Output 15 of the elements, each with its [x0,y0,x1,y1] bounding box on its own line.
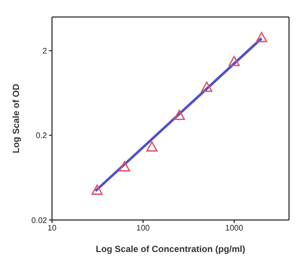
y-tick-label: 2 [42,46,48,56]
point [256,32,268,42]
point [118,161,130,172]
point [174,110,185,120]
point [201,82,212,92]
x-tick-label: 1000 [225,224,244,233]
y-tick-label: 0.02 [31,216,48,225]
x-axis-title: Log Scale of Concentration (pg/ml) [96,244,246,254]
y-axis-title: Log Scale of OD [11,83,22,154]
point [228,56,240,66]
x-tick-label: 100 [136,224,150,233]
point [91,184,103,195]
point [146,141,158,152]
x-tick-label: 10 [48,224,57,233]
y-tick-label: 0.2 [36,131,48,140]
